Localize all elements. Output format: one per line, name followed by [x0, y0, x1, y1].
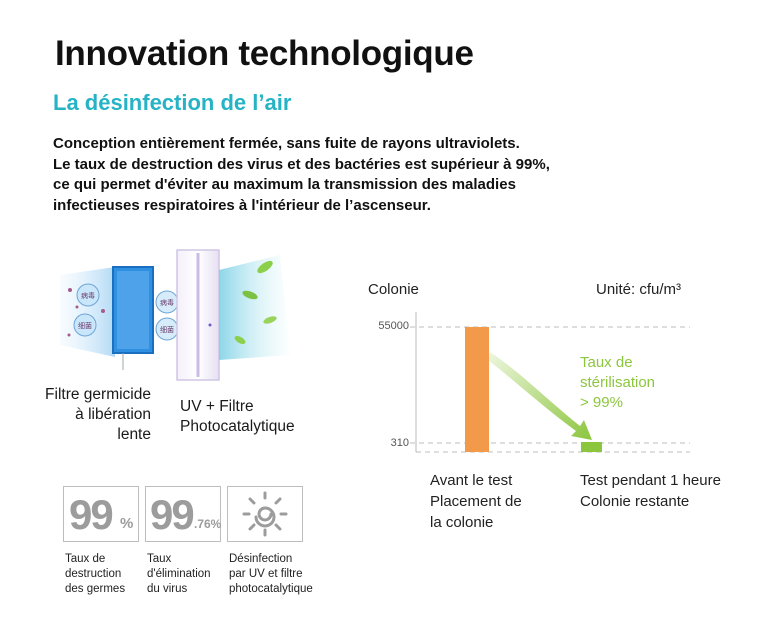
description-line: Conception entièrement fermée, sans fuit… — [53, 135, 520, 152]
filter-label-line: à libération — [75, 406, 151, 423]
filter-label-line: lente — [117, 426, 151, 443]
uv-label-line: UV + Filtre — [180, 398, 254, 415]
filter-label-line: Filtre germicide — [45, 386, 151, 403]
badge-suffix: % — [120, 515, 134, 532]
description-line: Le taux de destruction des virus et des … — [53, 155, 550, 173]
page-title: Innovation technologique — [55, 34, 474, 73]
germ-mark: 病毒 — [81, 291, 95, 300]
annotation-line: stérilisation — [580, 374, 656, 391]
uv-filter-label: UV + Filtre Photocatalytique — [180, 397, 295, 437]
badge-caption: Désinfection par UV et filtre photocatal… — [229, 552, 313, 597]
caption-line: Taux de — [65, 553, 106, 565]
caption-line: par UV et filtre — [229, 568, 303, 580]
y-axis-title: Colonie — [368, 281, 419, 298]
caption-line: photocatalytique — [229, 583, 313, 595]
category-label-before: Avant le test Placement de la colonie — [430, 470, 522, 533]
badge-suffix: .76% — [194, 517, 222, 531]
category-label-after: Test pendant 1 heure Colonie restante — [580, 470, 721, 512]
badge-uv-disinfection — [227, 486, 303, 542]
category-line: Avant le test — [430, 472, 513, 489]
description: Conception entièrement fermée, sans fuit… — [53, 134, 550, 216]
category-line: Test pendant 1 heure — [580, 472, 721, 489]
unit-label: Unité: cfu/m³ — [596, 281, 682, 298]
y-tick-label: 55000 — [378, 320, 409, 332]
badge-caption: Taux d'élimination du virus — [147, 552, 211, 597]
badge-virus-elimination: 99 .76% — [145, 486, 221, 542]
caption-line: Désinfection — [229, 553, 293, 565]
caption-line: Taux — [147, 553, 172, 565]
bar-1 — [581, 442, 602, 452]
annotation-line: > 99% — [580, 394, 623, 411]
leaf-icon — [234, 260, 277, 344]
category-line: Colonie restante — [580, 493, 690, 510]
section-subtitle: La désinfection de l’air — [53, 90, 292, 115]
category-line: Placement de — [430, 493, 522, 510]
germ-mark: 病毒 — [160, 298, 174, 307]
badge-number: 99 — [69, 491, 114, 538]
germ-mark: 细菌 — [78, 321, 92, 330]
germ-icon: 病毒 细菌 病毒 细菌 — [67, 283, 179, 341]
uv-label-line: Photocatalytique — [180, 418, 295, 435]
category-line: la colonie — [430, 514, 494, 531]
sterilization-annotation: Taux de stérilisation > 99% — [580, 353, 655, 413]
germ-mark: 细菌 — [160, 325, 174, 334]
caption-line: destruction — [65, 568, 122, 580]
sun-uv-icon — [242, 491, 288, 537]
decrease-arrow — [488, 352, 592, 440]
badge-caption: Taux de destruction des germes — [65, 552, 125, 597]
caption-line: du virus — [147, 583, 188, 595]
caption-line: d'élimination — [147, 568, 211, 580]
caption-line: des germes — [65, 583, 126, 595]
badge-germ-destruction: 99 % — [63, 486, 139, 542]
bar-0 — [465, 327, 489, 452]
filter-label: Filtre germicide à libération lente — [36, 385, 151, 445]
description-line: ce qui permet d'éviter au maximum la tra… — [53, 176, 516, 193]
annotation-line: Taux de — [580, 354, 633, 371]
description-line: infectieuses respiratoires à l'intérieur… — [53, 196, 431, 214]
clean-air-flow — [219, 255, 290, 360]
incoming-air-flow — [60, 267, 115, 357]
air-purifier-illustration: 病毒 细菌 病毒 细菌 — [60, 249, 290, 381]
y-tick-label: 310 — [390, 437, 409, 449]
badge-number: 99 — [150, 491, 195, 538]
